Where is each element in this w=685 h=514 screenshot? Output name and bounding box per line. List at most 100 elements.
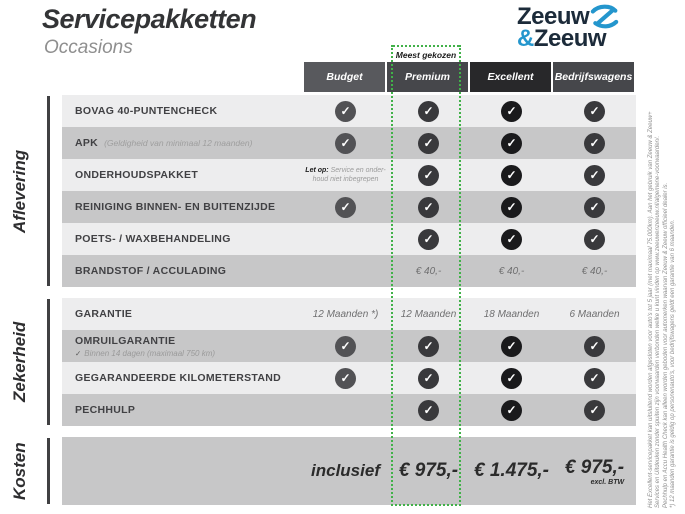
table-row: BRANDSTOF / ACCULADING € 40,- € 40,- € 40,- <box>62 255 636 287</box>
row-label-line: BOVAG 40-PUNTENCHECK <box>75 105 304 117</box>
row-label-text: BOVAG 40-PUNTENCHECK <box>75 105 218 117</box>
cell-value: € 40,- <box>415 265 442 277</box>
check-icon: ✓ <box>584 164 605 186</box>
disclaimer-text: Het Excellent-servicepakket kan uitsluit… <box>648 8 678 508</box>
check-icon: ✓ <box>418 335 439 357</box>
table-cell-bedrijfswagens: € 975,- excl. BTW <box>553 437 636 505</box>
check-icon: ✓ <box>418 228 439 250</box>
column-headers: Budget Premium Excellent Bedrijfswagens <box>304 62 636 92</box>
check-icon: ✓ <box>584 335 605 357</box>
table-cell-excellent: ✓ <box>470 362 553 394</box>
table-cell-budget <box>304 255 387 287</box>
row-label: PECHHULP <box>62 394 304 426</box>
table-row: ONDERHOUDSPAKKET Let op: Service en onder… <box>62 159 636 191</box>
row-label-text: GARANTIE <box>75 308 133 320</box>
disclaimer-line: Pechhulp en Accu Health Check kan alleen… <box>662 182 669 508</box>
section-zekerheid: Zekerheid GARANTIE 12 Maanden *) 12 Maanden… <box>10 298 636 426</box>
logo-word-zeeuw2: Zeeuw <box>533 25 607 52</box>
row-label-line: OMRUILGARANTIE <box>75 335 304 347</box>
page-subtitle: Occasions <box>44 37 133 58</box>
table-cell-bedrijfswagens: ✓ <box>553 394 636 426</box>
price-value: € 1.475,- <box>474 460 549 481</box>
section-label-zekerheid: Zekerheid <box>10 321 29 403</box>
check-icon: ✓ <box>335 367 356 389</box>
row-label-text: APK <box>75 137 99 149</box>
check-icon: ✓ <box>335 196 356 218</box>
table-cell-excellent: € 40,- <box>470 255 553 287</box>
check-icon: ✓ <box>584 132 605 154</box>
note-lead: Let op: <box>305 166 329 174</box>
zeeuw-zeeuw-logo: Zeeuw &Zeeuw <box>517 4 619 51</box>
logo-ampersand: & <box>517 25 534 52</box>
table-cell-budget: ✓ <box>304 330 387 362</box>
page-title: Servicepakketten <box>42 4 257 34</box>
check-icon: ✓ <box>501 164 522 186</box>
table-cell-budget: ✓ <box>304 362 387 394</box>
price-block: € 1.475,- <box>474 460 549 482</box>
price-block: € 975,- excl. BTW <box>565 457 624 486</box>
table-cell-premium: ✓ <box>387 330 470 362</box>
row-sub-note: ✓ Binnen 14 dagen (maximaal 750 km) <box>75 348 216 358</box>
table-row: OMRUILGARANTIE ✓ Binnen 14 dagen (maximaal… <box>62 330 636 362</box>
row-label-line: ONDERHOUDSPAKKET <box>75 169 304 181</box>
disclaimer-line: Services en Uitdeuken zonder spuiten zij… <box>655 135 662 508</box>
table-cell-bedrijfswagens: ✓ <box>553 159 636 191</box>
table-cell-premium: ✓ <box>387 159 470 191</box>
row-label-text: POETS- / WAXBEHANDELING <box>75 233 231 245</box>
table-cell-budget <box>304 223 387 255</box>
column-header-premium: Premium <box>387 62 468 92</box>
table-row: BOVAG 40-PUNTENCHECK ✓ ✓ ✓ ✓ <box>62 95 636 127</box>
table-cell-premium: ✓ <box>387 362 470 394</box>
table-cell-premium: ✓ <box>387 223 470 255</box>
table-cell-excellent: ✓ <box>470 159 553 191</box>
check-icon: ✓ <box>418 164 439 186</box>
row-label-line: REINIGING BINNEN- EN BUITENZIJDE <box>75 201 304 213</box>
check-icon: ✓ <box>75 348 82 358</box>
note-line: Let op: Service en onder- <box>305 166 386 174</box>
row-label-text: ONDERHOUDSPAKKET <box>75 169 199 181</box>
cell-value: 18 Maanden <box>483 308 540 320</box>
table-cell-bedrijfswagens: ✓ <box>553 127 636 159</box>
price-value: € 975,- <box>564 456 625 478</box>
meest-gekozen-badge: Meest gekozen <box>393 45 459 62</box>
row-label-line: POETS- / WAXBEHANDELING <box>75 233 304 245</box>
table-cell-excellent: ✓ <box>470 127 553 159</box>
table-cell-excellent: ✓ <box>470 95 553 127</box>
table-cell-bedrijfswagens: ✓ <box>553 95 636 127</box>
row-label: POETS- / WAXBEHANDELING <box>62 223 304 255</box>
section-label-aflevering: Aflevering <box>10 149 29 233</box>
price-note: excl. BTW <box>590 478 625 486</box>
table-cell-premium: € 975,- <box>387 437 470 505</box>
service-packages-table: Budget Premium Excellent Bedrijfswagens Afl… <box>10 62 636 505</box>
table-cell-bedrijfswagens: ✓ <box>553 191 636 223</box>
row-label: GEGARANDEERDE KILOMETERSTAND <box>62 362 304 394</box>
section-bar <box>47 438 50 504</box>
row-label-line: APK (Geldigheid van minimaal 12 maanden) <box>75 137 304 149</box>
row-label-line: GEGARANDEERDE KILOMETERSTAND <box>75 372 304 384</box>
table-cell-budget: 12 Maanden *) <box>304 298 387 330</box>
row-label: OMRUILGARANTIE ✓ Binnen 14 dagen (maximaal… <box>62 330 304 362</box>
check-icon: ✓ <box>584 100 605 122</box>
section-bar <box>47 299 50 425</box>
check-icon: ✓ <box>501 196 522 218</box>
table-cell-premium: € 40,- <box>387 255 470 287</box>
table-cell-premium: ✓ <box>387 394 470 426</box>
row-label: ONDERHOUDSPAKKET <box>62 159 304 191</box>
check-icon: ✓ <box>418 399 439 421</box>
table-sections: Aflevering BOVAG 40-PUNTENCHECK ✓ ✓ ✓ ✓ APK (Ge… <box>10 95 636 505</box>
table-cell-bedrijfswagens: ✓ <box>553 330 636 362</box>
logo-line2: &Zeeuw <box>517 27 619 51</box>
logo-line1: Zeeuw <box>517 4 619 29</box>
section-label-kosten: Kosten <box>10 442 29 500</box>
table-row: POETS- / WAXBEHANDELING ✓ ✓ ✓ <box>62 223 636 255</box>
row-label-line: PECHHULP <box>75 404 304 416</box>
table-cell-premium: 12 Maanden <box>387 298 470 330</box>
cost-row: inclusief € 975,- € 1.475,- € 975,- excl. BT… <box>62 437 636 505</box>
cell-note: Let op: Service en onder-houd niet inbeg… <box>304 159 387 191</box>
disclaimer-line: Het Excellent-servicepakket kan uitsluit… <box>648 111 654 508</box>
note-line: houd niet inbegrepen <box>312 176 379 183</box>
table-row: GEGARANDEERDE KILOMETERSTAND ✓ ✓ ✓ ✓ <box>62 362 636 394</box>
cell-value: € 40,- <box>581 265 608 277</box>
table-cell-premium: ✓ <box>387 95 470 127</box>
